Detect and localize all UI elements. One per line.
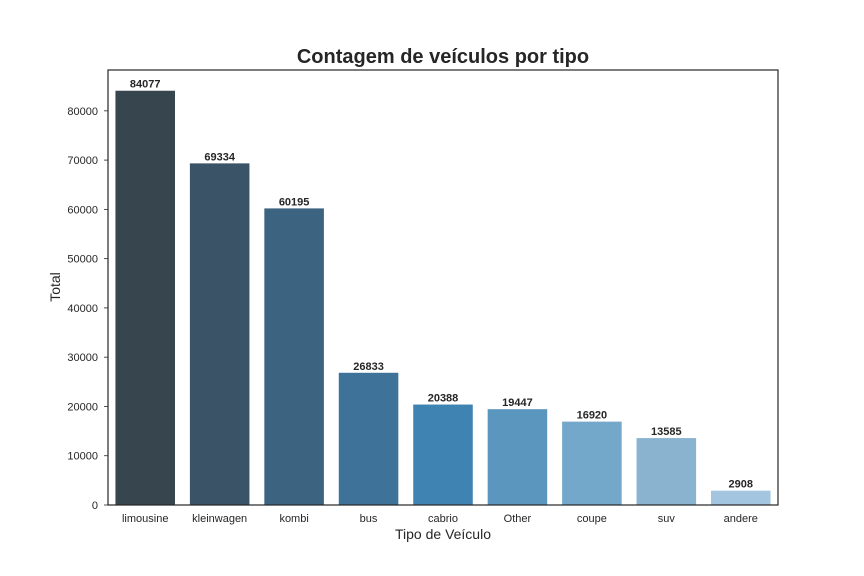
data-label-kleinwagen: 69334 — [204, 151, 235, 163]
x-tick-label-other: Other — [504, 513, 532, 525]
x-tick-label-suv: suv — [658, 513, 676, 525]
data-label-cabrio: 20388 — [428, 393, 459, 405]
bar-kombi — [264, 208, 324, 505]
x-tick-label-limousine: limousine — [122, 513, 168, 525]
x-ticks-group: limousine kleinwagen kombi bus cabrio Other co… — [122, 513, 758, 525]
x-axis-label: Tipo de Veículo — [395, 526, 491, 542]
x-tick-label-kleinwagen: kleinwagen — [192, 513, 247, 525]
bars-group — [115, 90, 771, 505]
y-tick-label: 10000 — [67, 451, 98, 463]
bar-other — [487, 409, 548, 505]
data-label-other: 19447 — [502, 397, 533, 409]
y-tick-label: 50000 — [67, 254, 98, 266]
y-axis-label: Total — [47, 272, 63, 302]
data-label-suv: 13585 — [651, 426, 682, 438]
y-tick-label: 40000 — [67, 303, 98, 315]
x-tick-label-andere: andere — [724, 513, 758, 525]
y-ticks-group: 0 10000 20000 30000 40000 50000 60000 70000 8000… — [67, 106, 108, 512]
bar-bus — [338, 372, 399, 505]
bar-limousine — [115, 90, 175, 505]
plot-frame — [107, 69, 779, 506]
y-tick-label: 60000 — [67, 204, 98, 216]
bar-kleinwagen — [189, 163, 250, 505]
x-tick-label-cabrio: cabrio — [428, 513, 458, 525]
data-labels-group: 84077 69334 60195 26833 20388 19447 16920 13585… — [130, 79, 753, 491]
chart-title: Contagem de veículos por tipo — [297, 46, 589, 68]
bar-coupe — [562, 421, 622, 505]
x-tick-label-bus: bus — [360, 513, 378, 525]
y-tick-label: 20000 — [67, 401, 98, 413]
data-label-bus: 26833 — [353, 361, 384, 373]
y-tick-label: 0 — [92, 500, 98, 512]
x-tick-label-kombi: kombi — [279, 513, 308, 525]
y-tick-label: 30000 — [67, 352, 98, 364]
data-label-kombi: 60195 — [279, 196, 310, 208]
y-tick-label: 80000 — [67, 106, 98, 118]
bar-suv — [636, 438, 697, 505]
data-label-limousine: 84077 — [130, 79, 161, 91]
bar-cabrio — [413, 404, 473, 505]
bar-andere — [711, 490, 771, 505]
x-tick-label-coupe: coupe — [577, 513, 607, 525]
y-tick-label: 70000 — [67, 155, 98, 167]
data-label-coupe: 16920 — [577, 410, 608, 422]
data-label-andere: 2908 — [729, 479, 753, 491]
